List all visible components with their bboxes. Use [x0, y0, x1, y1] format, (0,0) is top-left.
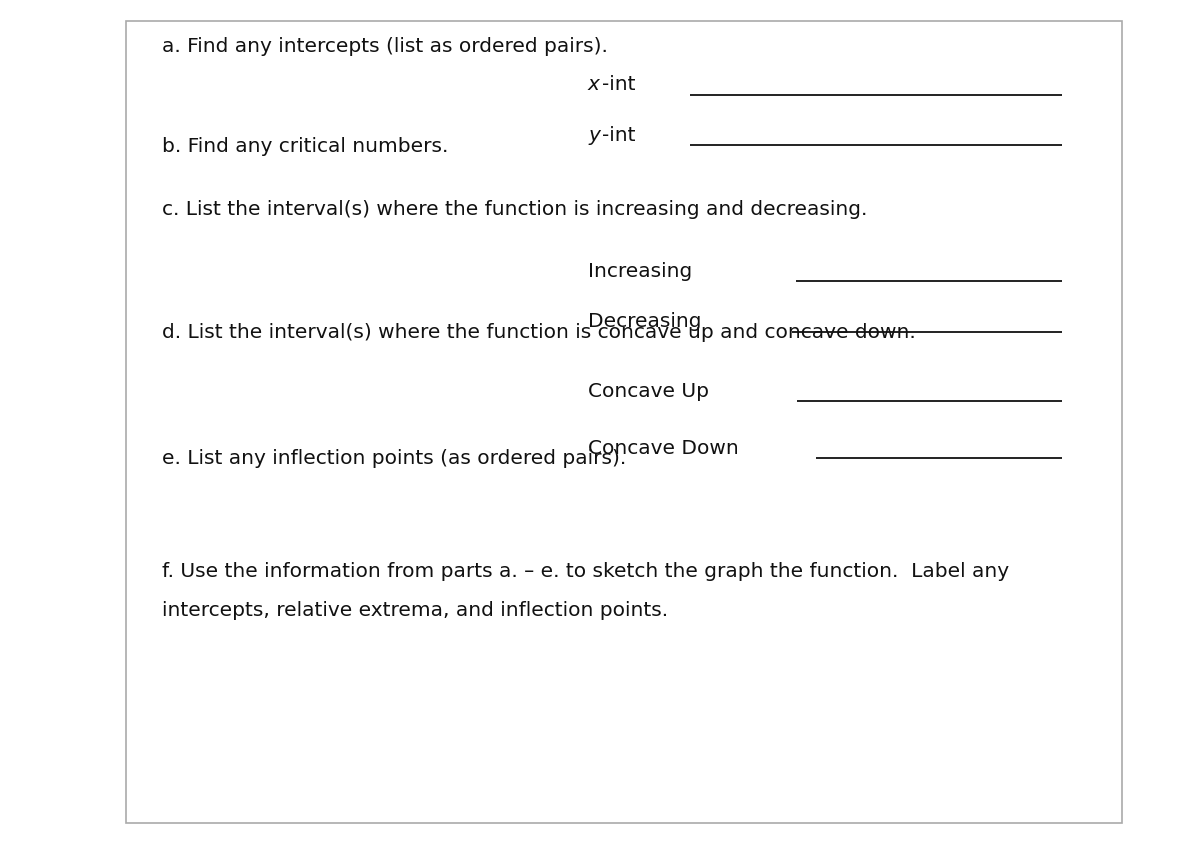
Text: d. List the interval(s) where the function is concave up and concave down.: d. List the interval(s) where the functi… — [162, 322, 916, 342]
Bar — [126, 21, 1122, 823]
Text: x: x — [588, 75, 600, 95]
Text: a. Find any intercepts (list as ordered pairs).: a. Find any intercepts (list as ordered … — [162, 37, 608, 57]
Text: Decreasing: Decreasing — [588, 312, 702, 332]
Text: -int: -int — [602, 75, 636, 95]
Text: f. Use the information from parts a. – e. to sketch the graph the function.  Lab: f. Use the information from parts a. – e… — [162, 562, 1009, 582]
Text: intercepts, relative extrema, and inflection points.: intercepts, relative extrema, and inflec… — [162, 601, 668, 620]
Text: e. List any inflection points (as ordered pairs).: e. List any inflection points (as ordere… — [162, 449, 626, 468]
Text: y: y — [588, 126, 600, 145]
Text: c. List the interval(s) where the function is increasing and decreasing.: c. List the interval(s) where the functi… — [162, 200, 868, 219]
Text: b. Find any critical numbers.: b. Find any critical numbers. — [162, 137, 449, 156]
Text: Concave Up: Concave Up — [588, 381, 709, 401]
Text: Increasing: Increasing — [588, 262, 698, 281]
Text: -int: -int — [602, 126, 636, 145]
Text: Concave Down: Concave Down — [588, 439, 739, 458]
